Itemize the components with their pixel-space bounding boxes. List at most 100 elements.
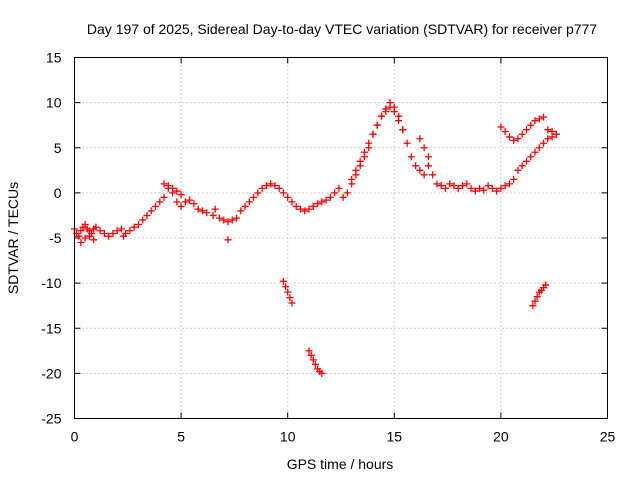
data-point <box>92 223 100 231</box>
y-tick-label: -10 <box>41 275 61 291</box>
data-point <box>510 137 518 145</box>
data-point <box>420 171 428 179</box>
data-point <box>424 162 432 170</box>
data-point <box>540 139 548 147</box>
data-point <box>245 198 253 206</box>
y-tick-label: -15 <box>41 320 61 336</box>
data-point <box>307 351 315 359</box>
data-point <box>522 126 530 134</box>
data-point <box>510 175 518 183</box>
data-point <box>529 302 537 310</box>
data-point <box>228 216 236 224</box>
data-point <box>373 121 381 129</box>
data-point <box>369 130 377 138</box>
data-point <box>215 214 223 222</box>
data-point <box>454 184 462 192</box>
data-point <box>209 211 217 219</box>
data-point <box>441 184 449 192</box>
data-point <box>544 126 552 134</box>
data-point <box>250 193 258 201</box>
data-point <box>399 126 407 134</box>
data-point <box>446 180 454 188</box>
y-tick-label: 0 <box>54 185 62 201</box>
data-point <box>514 135 522 143</box>
data-point <box>190 200 198 208</box>
data-point <box>412 162 420 170</box>
data-point <box>194 205 202 213</box>
data-point <box>233 214 241 222</box>
data-point <box>437 182 445 190</box>
data-point <box>282 283 290 291</box>
data-point <box>203 209 211 217</box>
data-point <box>463 180 471 188</box>
data-point <box>335 184 343 192</box>
data-point <box>331 189 339 197</box>
data-point <box>181 198 189 206</box>
data-point <box>164 182 172 190</box>
data-point <box>109 229 117 237</box>
data-point <box>382 105 390 113</box>
data-point <box>378 112 386 120</box>
data-point <box>343 189 351 197</box>
data-point <box>75 232 83 240</box>
data-point <box>284 193 292 201</box>
data-point <box>224 218 232 226</box>
x-axis-label: GPS time / hours <box>287 456 394 472</box>
data-point <box>501 128 509 136</box>
data-point <box>77 227 85 235</box>
data-point <box>386 99 394 107</box>
data-point <box>339 193 347 201</box>
data-point <box>533 293 541 301</box>
y-tick-label: 5 <box>54 140 62 156</box>
data-point <box>160 193 168 201</box>
data-point <box>130 223 138 231</box>
data-point <box>542 281 550 289</box>
data-point <box>77 239 85 247</box>
data-point <box>535 115 543 123</box>
data-point <box>105 232 113 240</box>
data-point <box>326 193 334 201</box>
data-point <box>360 148 368 156</box>
data-point <box>535 144 543 152</box>
data-point <box>356 157 364 165</box>
data-point <box>467 184 475 192</box>
data-point <box>322 196 330 204</box>
chart-title: Day 197 of 2025, Sidereal Day-to-day VTE… <box>87 21 597 37</box>
data-point <box>318 198 326 206</box>
data-point <box>540 113 548 121</box>
x-axis: 0 5 10 15 20 25 <box>71 57 616 445</box>
data-point <box>143 211 151 219</box>
data-point <box>271 182 279 190</box>
data-point <box>120 232 128 240</box>
data-point <box>514 166 522 174</box>
data-point <box>284 288 292 296</box>
data-point <box>531 297 539 305</box>
data-point <box>177 191 185 199</box>
data-point <box>90 236 98 244</box>
data-point <box>416 135 424 143</box>
data-point <box>267 180 275 188</box>
data-point <box>288 198 296 206</box>
data-point <box>488 184 496 192</box>
data-point <box>416 166 424 174</box>
x-tick-label: 25 <box>600 429 616 445</box>
y-tick-label: -20 <box>41 365 61 381</box>
data-point <box>314 200 322 208</box>
data-point <box>237 207 245 215</box>
data-point <box>134 220 142 228</box>
data-points <box>71 99 560 377</box>
y-tick-label: -5 <box>49 230 62 246</box>
data-point <box>505 133 513 141</box>
data-point <box>126 227 134 235</box>
data-point <box>254 189 262 197</box>
data-point <box>493 187 501 195</box>
data-point <box>211 205 219 213</box>
y-axis-label: SDTVAR / TECUs <box>5 182 21 294</box>
data-point <box>301 207 309 215</box>
data-point <box>365 139 373 147</box>
data-point <box>527 121 535 129</box>
data-point <box>169 184 177 192</box>
data-point <box>147 207 155 215</box>
data-point <box>152 202 160 210</box>
y-axis: -25 -20 -15 -10 -5 0 5 10 15 <box>41 50 608 427</box>
